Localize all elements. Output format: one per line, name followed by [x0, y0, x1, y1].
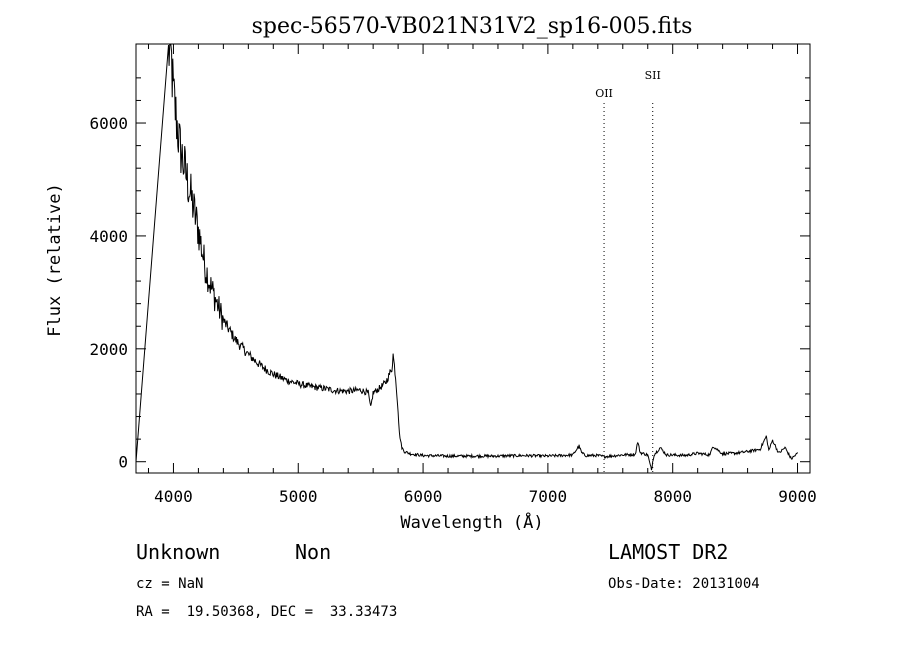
y-tick-label: 4000	[89, 227, 128, 246]
subclass-label: Non	[295, 540, 332, 564]
emission-line-label: OII	[595, 87, 613, 100]
y-tick-label: 6000	[89, 114, 128, 133]
spectrum-line	[135, 44, 798, 471]
x-tick-label: 4000	[154, 487, 193, 506]
axis-ticks	[136, 44, 810, 473]
coordinates-label: RA = 19.50368, DEC = 33.33473	[136, 604, 398, 620]
x-tick-label: 6000	[404, 487, 443, 506]
x-tick-label: 8000	[653, 487, 692, 506]
x-axis-label: Wavelength (Å)	[400, 511, 543, 533]
survey-label: LAMOST DR2	[608, 540, 729, 564]
plot-frame	[135, 43, 811, 474]
obs-date-label: Obs-Date: 20131004	[608, 576, 760, 592]
y-axis-label: Flux (relative)	[45, 183, 65, 337]
chart-title: spec-56570-VB021N31V2_sp16-005.fits	[252, 14, 693, 39]
emission-line-label: SII	[645, 69, 661, 82]
emission-line-markers: OII SII	[595, 69, 661, 473]
x-tick-label: 7000	[529, 487, 568, 506]
class-label: Unknown	[136, 540, 221, 564]
x-tick-label: 5000	[279, 487, 318, 506]
x-tick-labels: 4000 5000 6000 7000 8000 9000	[154, 487, 817, 506]
y-tick-label: 2000	[89, 340, 128, 359]
redshift-label: cz = NaN	[136, 576, 204, 592]
x-tick-label: 9000	[778, 487, 817, 506]
y-tick-label: 0	[118, 453, 128, 472]
y-tick-labels: 0 2000 4000 6000	[89, 114, 128, 472]
